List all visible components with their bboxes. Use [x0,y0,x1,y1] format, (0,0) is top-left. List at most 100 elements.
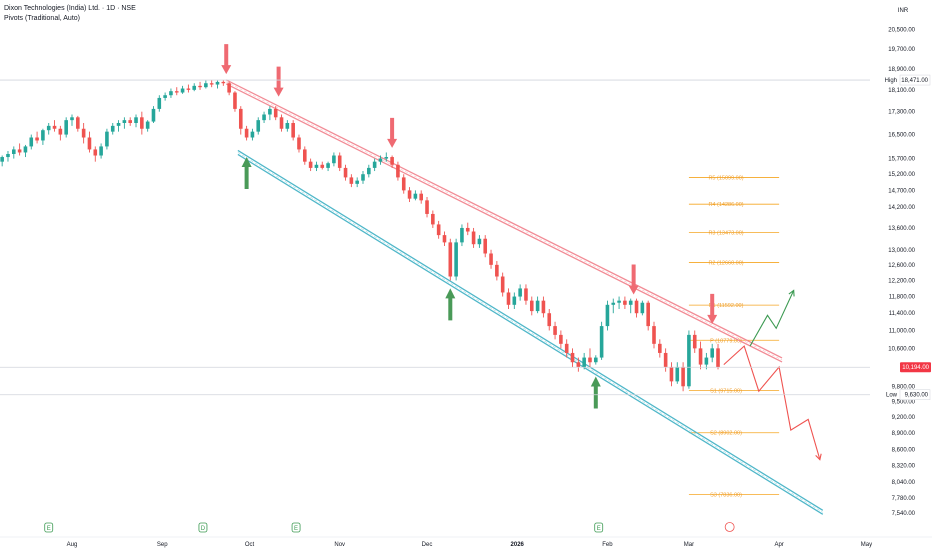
candle [675,362,680,384]
candle-body [256,120,261,132]
y-tick-label: 11,400.00 [889,311,916,317]
candle-body [681,366,685,387]
candle-body [122,120,127,123]
candle [535,296,540,314]
candle [611,298,616,314]
candle [244,125,249,141]
down-arrow-icon [273,66,284,97]
candle-body [332,155,336,164]
candle-body [355,180,359,184]
high-label: High [885,78,897,84]
candle-body [640,302,645,314]
candle [227,81,231,96]
candle-body [64,120,68,135]
lower-channel-bottom [237,153,824,515]
candle-body [431,213,435,225]
candle-body [372,161,377,168]
candle-body [646,302,650,327]
candle [570,348,575,367]
candle-body [716,348,720,368]
annotations [221,44,822,461]
candle [384,152,389,162]
candle [489,249,493,269]
y-tick-label: 7,780.00 [892,496,916,502]
x-tick-label: Mar [684,542,694,548]
candle [273,106,278,121]
candle-body [163,95,167,98]
candle [238,106,243,135]
candle [361,171,365,184]
candle [390,155,394,168]
candle [454,238,458,281]
candle [157,95,162,112]
candle [396,161,400,181]
candle-body [512,296,517,305]
candle [710,343,714,363]
candle-body [675,366,680,382]
candle [326,161,330,172]
candle-body [244,128,249,138]
candle [110,122,115,135]
candle-body [209,83,214,85]
candle [343,164,348,181]
candle-body [320,164,325,168]
candle [122,117,127,129]
candle-body [669,366,674,382]
candle [285,120,290,132]
candle-body [605,304,610,327]
candle [599,321,604,360]
candle [46,122,51,135]
candle [582,352,586,370]
last-price-badge [900,362,931,373]
x-tick-label: Sep [157,542,168,548]
candle [541,296,546,318]
candle [320,161,325,170]
candle-body [140,117,144,129]
candle [471,227,476,248]
candle [617,296,621,309]
candle [716,343,720,370]
event-marker-glyph: E [47,526,51,532]
event-marker-icon [291,522,301,533]
candle [425,196,429,218]
candle [76,115,80,132]
candle-body [0,157,4,162]
candle-body [652,326,656,344]
candle-body [419,193,423,201]
y-tick-label: 10,600.00 [888,346,915,352]
y-tick-label: 15,700.00 [888,157,915,163]
candle-body [303,149,307,162]
candle-body [582,357,586,367]
candle-body [6,153,10,158]
candle [99,143,103,159]
candle-body [99,146,103,156]
candle [12,146,16,159]
candle-body [81,128,86,138]
candle [297,134,301,153]
candle [483,235,488,258]
candle-body [692,334,697,349]
bullish-arrowhead-icon [788,289,795,297]
candle-body [634,300,639,314]
x-tick-label: Feb [602,542,613,548]
candle [198,81,202,90]
candle [640,300,645,316]
candle-body [698,348,703,365]
candle-body [227,83,231,93]
candle-body [52,125,57,129]
candle [524,284,528,305]
candle-body [23,146,28,153]
chart-title: Dixon Technologies (India) Ltd. · 1D · N… [4,5,136,12]
y-tick-label: 13,600.00 [888,226,915,232]
channel-lines [225,79,824,515]
candle-body [367,167,371,175]
candle [442,231,447,247]
y-tick-label: 13,000.00 [888,248,915,254]
candle-body [425,200,429,214]
candle [687,330,691,389]
candle [192,83,197,92]
pivot-label: S3 (7836.00) [710,492,742,498]
candle [314,161,319,172]
x-tick-label: Dec [422,542,433,548]
